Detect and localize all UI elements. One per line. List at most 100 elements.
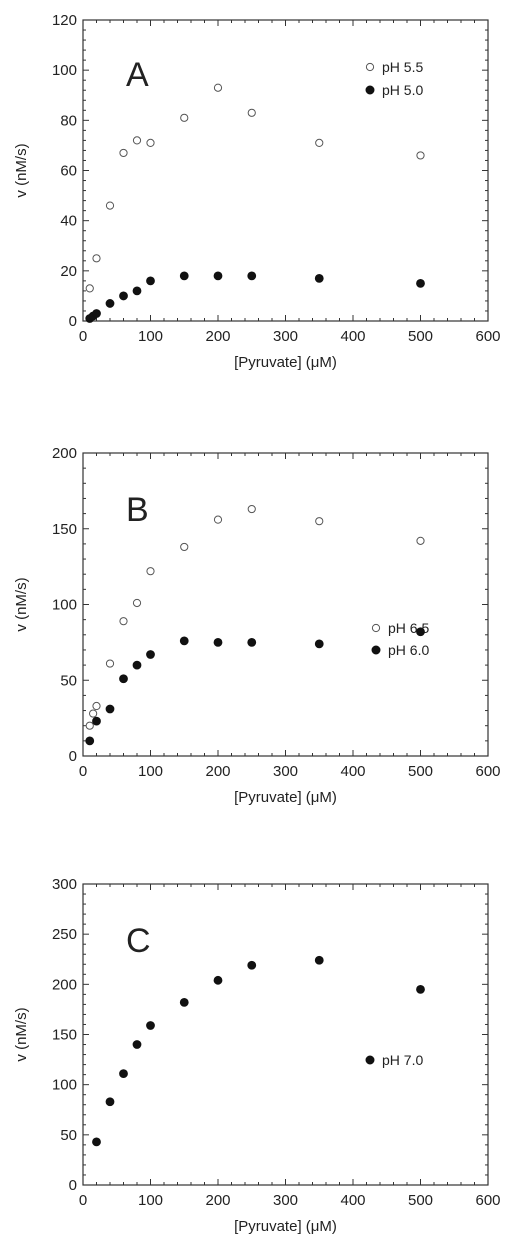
data-point xyxy=(213,975,223,985)
data-point xyxy=(132,286,142,296)
x-axis-label: [Pyruvate] (μM) xyxy=(234,789,337,806)
y-tick-label: 0 xyxy=(69,748,77,765)
x-tick-label: 0 xyxy=(79,328,87,345)
data-point xyxy=(213,637,223,647)
chart-panel-a: 0 100 200 300 400 500 600 0 20 40 60 80 100 120 [Pyruv… xyxy=(13,12,501,371)
data-point xyxy=(314,639,324,649)
legend-label: pH 5.5 xyxy=(382,59,423,75)
data-point xyxy=(146,1021,155,1030)
legend-entry: pH 7.0 xyxy=(365,1052,423,1068)
series-ph-7-0 xyxy=(92,955,425,1147)
data-point xyxy=(146,276,155,286)
y-axis-label: v (nM/s) xyxy=(13,143,30,197)
data-point xyxy=(146,138,155,148)
data-point xyxy=(85,284,94,293)
x-tick-label: 0 xyxy=(79,1192,87,1209)
chart-panel-b: 0 100 200 300 400 500 600050100150200[Pyruvate… xyxy=(13,445,501,806)
data-point xyxy=(119,148,128,158)
data-point xyxy=(416,278,425,288)
data-point xyxy=(315,138,324,148)
y-tick-label: 50 xyxy=(60,672,77,689)
data-point xyxy=(247,637,257,647)
series-ph-6-0 xyxy=(85,627,425,746)
data-point xyxy=(180,542,189,552)
x-tick-label: 300 xyxy=(273,763,298,780)
data-point xyxy=(119,291,128,301)
x-tick-label: 300 xyxy=(273,1192,298,1209)
data-point xyxy=(179,636,189,646)
legend-label: pH 7.0 xyxy=(382,1052,423,1068)
legend-marker xyxy=(365,1055,375,1065)
x-tick-label: 300 xyxy=(273,328,298,345)
data-point xyxy=(132,660,142,670)
y-tick-label: 250 xyxy=(52,926,77,943)
legend-entry: pH 5.0 xyxy=(365,82,423,98)
y-tick-label: 100 xyxy=(52,597,77,614)
x-axis-label: [Pyruvate] (μM) xyxy=(234,1218,337,1235)
data-point xyxy=(132,598,142,608)
data-point xyxy=(416,536,425,545)
data-point xyxy=(247,960,257,970)
data-point xyxy=(247,504,256,514)
data-point xyxy=(146,650,155,659)
y-tick-label: 50 xyxy=(60,1127,77,1144)
y-tick-label: 200 xyxy=(52,445,77,462)
data-point xyxy=(416,627,425,637)
data-point xyxy=(416,984,425,994)
y-tick-label: 120 xyxy=(52,12,77,29)
data-point xyxy=(119,617,128,626)
y-tick-label: 20 xyxy=(60,263,77,280)
y-tick-label: 80 xyxy=(60,112,77,129)
x-tick-label: 400 xyxy=(340,763,365,780)
y-tick-label: 200 xyxy=(52,976,77,993)
x-tick-label: 600 xyxy=(475,1192,500,1209)
x-tick-label: 100 xyxy=(138,763,163,780)
data-point xyxy=(105,1097,115,1107)
legend-label: pH 5.0 xyxy=(382,82,423,98)
x-tick-label: 100 xyxy=(138,1192,163,1209)
chart-panel-c: 0 100 200 300 400 500 600 0 50 100 150 200 250 300 [Py… xyxy=(13,876,501,1235)
x-tick-label: 200 xyxy=(205,763,230,780)
x-tick-label: 600 xyxy=(475,328,500,345)
data-point xyxy=(85,721,94,730)
x-tick-label: 400 xyxy=(340,328,365,345)
data-point xyxy=(179,997,189,1007)
panel-letter: C xyxy=(126,922,151,960)
data-point xyxy=(105,659,115,668)
x-axis-label: [Pyruvate] (μM) xyxy=(234,354,337,371)
data-point xyxy=(213,271,223,281)
legend-label: pH 6.0 xyxy=(388,642,429,658)
data-point xyxy=(179,271,189,281)
data-point xyxy=(89,709,98,718)
data-point xyxy=(314,955,324,965)
y-axis-label: v (nM/s) xyxy=(13,577,30,631)
legend-entry: pH 5.5 xyxy=(365,59,423,75)
data-point xyxy=(213,515,223,524)
y-tick-label: 150 xyxy=(52,1027,77,1044)
panel-letter: B xyxy=(126,491,149,529)
legend-marker xyxy=(371,623,381,633)
data-point xyxy=(105,299,115,308)
data-point xyxy=(416,151,425,160)
x-tick-label: 600 xyxy=(475,763,500,780)
legend-marker xyxy=(365,85,375,95)
y-tick-label: 150 xyxy=(52,521,77,538)
legend-entry: pH 6.0 xyxy=(371,642,429,658)
data-point xyxy=(92,254,101,263)
x-tick-label: 100 xyxy=(138,328,163,345)
data-point xyxy=(105,201,115,210)
data-point xyxy=(92,701,101,711)
x-tick-label: 500 xyxy=(408,328,433,345)
data-point xyxy=(247,108,256,117)
data-point xyxy=(314,273,324,283)
y-tick-label: 300 xyxy=(52,876,77,893)
x-tick-label: 500 xyxy=(408,1192,433,1209)
data-point xyxy=(132,1040,142,1049)
panel-letter: A xyxy=(126,56,149,94)
data-point xyxy=(180,113,189,122)
y-tick-label: 100 xyxy=(52,62,77,79)
x-tick-label: 0 xyxy=(79,763,87,780)
y-tick-label: 0 xyxy=(69,1177,77,1194)
data-point xyxy=(85,736,95,746)
